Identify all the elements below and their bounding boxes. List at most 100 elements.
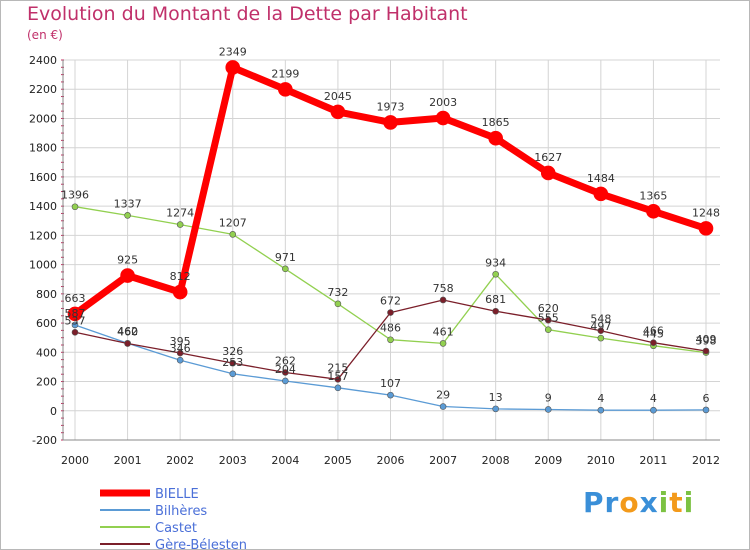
legend-label: Bilhères — [155, 504, 207, 519]
data-point — [334, 300, 342, 308]
data-label: 497 — [590, 320, 611, 333]
data-label: 1365 — [639, 189, 667, 202]
data-point — [439, 403, 447, 410]
data-label: 466 — [643, 325, 664, 338]
data-label: 13 — [489, 391, 503, 404]
data-label: 925 — [117, 254, 138, 267]
x-tick-label: 2006 — [377, 454, 405, 467]
data-point — [330, 104, 346, 120]
logo-part: i — [658, 486, 670, 519]
legend-label: BIELLE — [155, 487, 199, 502]
data-label: 29 — [436, 389, 450, 402]
data-label: 2003 — [429, 96, 457, 109]
chart-title: Evolution du Montant de la Dette par Hab… — [27, 3, 468, 25]
data-label: 1865 — [482, 116, 510, 129]
data-label: 346 — [170, 342, 191, 355]
data-label: 1627 — [534, 151, 562, 164]
data-point — [229, 231, 237, 238]
data-point — [120, 268, 135, 283]
data-point — [383, 115, 398, 130]
data-point — [597, 406, 605, 414]
data-label: 204 — [275, 363, 296, 376]
data-point — [439, 296, 447, 304]
data-label: 971 — [275, 251, 296, 264]
data-point — [176, 221, 184, 228]
data-point — [646, 203, 661, 219]
data-point — [387, 391, 394, 399]
data-point — [172, 284, 188, 300]
proxiti-logo: Proxiti — [583, 486, 694, 519]
data-label: 548 — [590, 313, 611, 326]
data-label: 486 — [380, 322, 401, 335]
data-label: 587 — [65, 307, 86, 320]
data-label: 812 — [170, 270, 191, 283]
data-point — [540, 165, 556, 181]
x-tick-label: 2003 — [219, 454, 247, 467]
data-point — [702, 406, 710, 414]
data-point — [71, 328, 79, 336]
y-tick-label: 1800 — [29, 142, 57, 155]
data-point — [597, 334, 605, 342]
data-label: 6 — [703, 392, 710, 405]
y-tick-label: 1000 — [29, 259, 57, 272]
data-point — [282, 265, 289, 273]
logo-part: i — [683, 486, 695, 519]
chart-subtitle: (en €) — [27, 28, 63, 42]
x-tick-label: 2008 — [482, 454, 510, 467]
legend-label: Castet — [155, 521, 197, 536]
data-point — [229, 359, 237, 367]
data-label: 934 — [485, 256, 506, 269]
data-label: 1973 — [377, 100, 405, 113]
data-point — [544, 326, 552, 333]
y-tick-label: 800 — [36, 288, 57, 301]
data-label: 461 — [433, 325, 454, 338]
data-point — [492, 405, 499, 413]
data-point — [488, 130, 503, 146]
data-point — [492, 307, 499, 315]
data-point — [124, 340, 131, 347]
data-label: 681 — [485, 293, 506, 306]
data-point — [702, 347, 710, 355]
data-label: 445 — [643, 328, 664, 341]
data-label: 462 — [117, 325, 138, 338]
data-point — [334, 384, 342, 392]
x-tick-label: 2000 — [61, 454, 89, 467]
data-label: 395 — [170, 335, 191, 348]
data-point — [492, 270, 499, 278]
logo-part: Pr — [583, 486, 620, 519]
data-label: 663 — [65, 292, 86, 305]
data-point — [67, 306, 83, 322]
data-label: 1207 — [219, 216, 247, 229]
y-tick-label: 1600 — [29, 171, 57, 184]
data-label: 215 — [327, 361, 348, 374]
logo-part: x — [639, 486, 659, 519]
y-tick-label: 2400 — [29, 54, 57, 67]
data-point — [439, 340, 447, 347]
data-label: 460 — [117, 326, 138, 339]
data-point — [229, 370, 237, 378]
x-tick-label: 2004 — [271, 454, 299, 467]
data-point — [387, 309, 394, 316]
data-label: 2349 — [219, 45, 247, 58]
logo-part: t — [669, 486, 684, 519]
data-point — [71, 321, 79, 329]
data-point — [282, 377, 289, 385]
data-point — [176, 356, 184, 364]
x-tick-label: 2009 — [534, 454, 562, 467]
y-tick-label: 0 — [50, 405, 57, 418]
data-label: 4 — [650, 392, 657, 405]
data-label: 398 — [696, 335, 717, 348]
y-tick-label: 2000 — [29, 112, 57, 125]
data-label: 1337 — [114, 197, 142, 210]
x-tick-label: 2007 — [429, 454, 457, 467]
y-tick-label: 2200 — [29, 83, 57, 96]
x-tick-label: 2011 — [639, 454, 667, 467]
y-tick-label: 1200 — [29, 229, 57, 242]
x-tick-label: 2010 — [587, 454, 615, 467]
y-tick-label: 200 — [36, 376, 57, 389]
logo-part: o — [619, 486, 640, 519]
data-label: 620 — [538, 302, 559, 315]
data-point — [176, 349, 184, 357]
data-point — [650, 339, 657, 346]
data-label: 409 — [696, 333, 717, 346]
